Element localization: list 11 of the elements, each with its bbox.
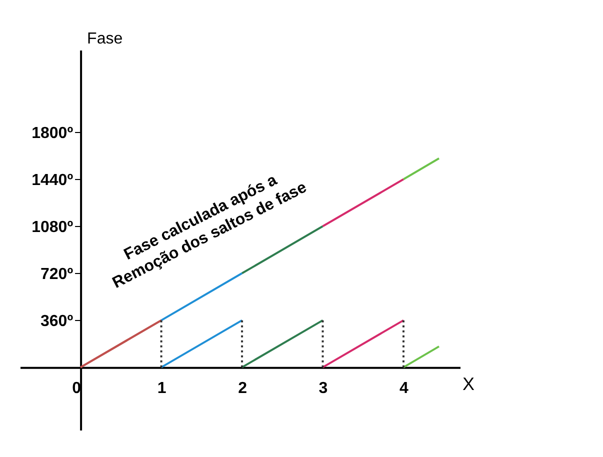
y-tick-label: 1800º [32,124,74,142]
y-tick-label: 1440º [32,172,74,189]
y-tick-label: 360º [40,312,74,330]
x-tick-label: 4 [400,380,409,397]
y-axis-title: Fase [87,30,123,48]
x-tick-label: 1 [157,380,166,397]
x-tick-label: 2 [238,380,248,397]
y-tick-label: 720º [40,266,74,283]
y-tick-label: 1080º [32,218,74,236]
x-tick-label: 3 [318,380,328,397]
x-axis-title: X [462,374,474,394]
